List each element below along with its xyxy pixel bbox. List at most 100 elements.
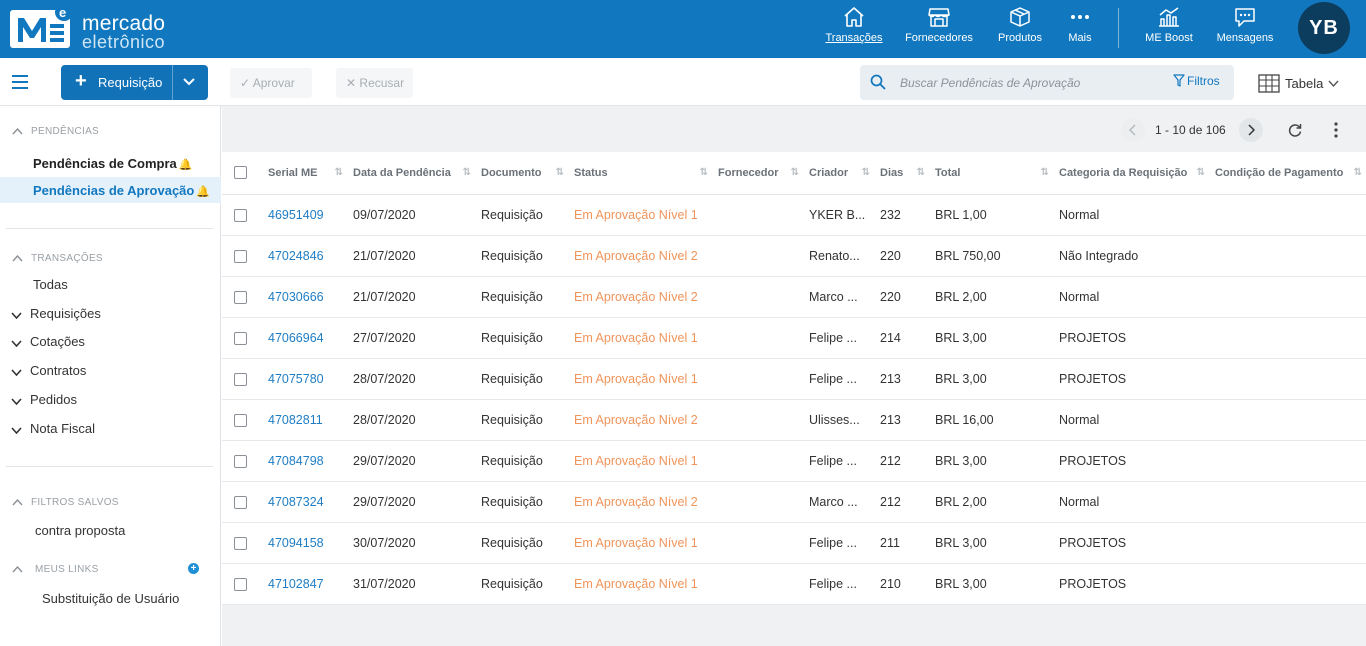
sidebar-section-filtros-salvos[interactable]: FILTROS SALVOS — [12, 497, 119, 508]
row-checkbox[interactable] — [234, 454, 247, 468]
col-dias[interactable]: Dias ⇅ — [874, 152, 929, 195]
mercado-eletronico-logo[interactable]: e mercado eletrônico — [10, 4, 180, 52]
add-link-icon[interactable]: + — [188, 563, 199, 574]
prev-page-button[interactable] — [1121, 118, 1145, 142]
new-requisicao-button[interactable]: + Requisição — [61, 65, 208, 100]
col-documento[interactable]: Documento ⇅ — [475, 152, 568, 195]
section-title: PENDÊNCIAS — [31, 126, 100, 137]
row-select-cell — [222, 358, 262, 400]
row-select-cell — [222, 481, 262, 523]
serial-me-link[interactable]: 47087324 — [262, 481, 347, 523]
sort-icon: ⇅ — [1040, 167, 1049, 178]
menu-hamburger-icon[interactable] — [12, 75, 28, 89]
nav-transacoes[interactable]: Transações — [822, 0, 886, 58]
row-checkbox[interactable] — [234, 372, 247, 386]
sidebar-item-pendencias-aprovacao[interactable]: Pendências de Aprovação 🔔 — [33, 183, 210, 198]
row-checkbox[interactable] — [234, 331, 247, 345]
table-row[interactable]: 47024846 21/07/2020 Requisição Em Aprovação… — [222, 235, 1366, 277]
box-icon — [1010, 7, 1030, 27]
sidebar-item-nota-fiscal[interactable]: Nota Fiscal — [11, 421, 95, 436]
nav-label: Transações — [825, 32, 883, 44]
serial-me-link[interactable]: 47082811 — [262, 399, 347, 441]
row-checkbox[interactable] — [234, 495, 247, 509]
payment-condition — [1209, 276, 1366, 318]
supplier-name — [712, 399, 803, 441]
serial-me-link[interactable]: 47066964 — [262, 317, 347, 359]
creator-name: Felipe ... — [803, 440, 874, 482]
document-type: Requisição — [475, 522, 568, 564]
serial-me-link[interactable]: 47094158 — [262, 522, 347, 564]
sidebar-item-pedidos[interactable]: Pedidos — [11, 392, 77, 407]
select-all-checkbox[interactable] — [234, 166, 247, 180]
row-checkbox[interactable] — [234, 536, 247, 550]
total-value: BRL 1,00 — [929, 194, 1053, 236]
button-divider — [172, 65, 173, 100]
days-count: 211 — [874, 522, 929, 564]
my-link-item[interactable]: Substituição de Usuário — [42, 591, 180, 606]
sidebar-item-requisicoes[interactable]: Requisições — [11, 306, 101, 321]
nav-mais[interactable]: Mais — [1060, 0, 1100, 58]
chevron-down-icon[interactable] — [182, 75, 196, 89]
table-row[interactable]: 47094158 30/07/2020 Requisição Em Aprovação… — [222, 522, 1366, 564]
nav-produtos[interactable]: Produtos — [990, 0, 1050, 58]
sidebar-section-meus-links[interactable]: MEUS LINKS — [12, 564, 99, 575]
sidebar-item-todas[interactable]: Todas — [33, 277, 68, 292]
saved-filter-item[interactable]: contra proposta — [35, 523, 126, 538]
serial-me-link[interactable]: 47075780 — [262, 358, 347, 400]
table-header-row: Serial ME ⇅ Data da Pendência ⇅ Documento ⇅… — [222, 152, 1366, 195]
serial-me-link[interactable]: 47102847 — [262, 563, 347, 605]
supplier-name — [712, 440, 803, 482]
pending-date: 21/07/2020 — [347, 276, 475, 318]
row-checkbox[interactable] — [234, 577, 247, 591]
refresh-icon[interactable] — [1287, 122, 1303, 138]
table-row[interactable]: 47084798 29/07/2020 Requisição Em Aprovação… — [222, 440, 1366, 482]
serial-me-link[interactable]: 47084798 — [262, 440, 347, 482]
nav-me-boost[interactable]: ME Boost — [1138, 0, 1200, 58]
column-title: Criador — [809, 166, 849, 179]
col-serial-me[interactable]: Serial ME ⇅ — [262, 152, 347, 195]
document-type: Requisição — [475, 399, 568, 441]
col-fornecedor[interactable]: Fornecedor ⇅ — [712, 152, 803, 195]
table-row[interactable]: 47087324 29/07/2020 Requisição Em Aprovação… — [222, 481, 1366, 523]
approve-button[interactable]: ✓ Aprovar — [230, 68, 312, 98]
search-input[interactable] — [900, 73, 1160, 93]
row-checkbox[interactable] — [234, 413, 247, 427]
table-row[interactable]: 47030666 21/07/2020 Requisição Em Aprovação… — [222, 276, 1366, 318]
filters-button[interactable]: Filtros — [1173, 74, 1220, 88]
col-condicao-pagamento[interactable]: Condição de Pagamento ⇅ — [1209, 152, 1366, 195]
serial-me-link[interactable]: 47030666 — [262, 276, 347, 318]
requisition-category: Normal — [1053, 194, 1209, 236]
row-checkbox[interactable] — [234, 249, 247, 263]
table-row[interactable]: 47075780 28/07/2020 Requisição Em Aprovação… — [222, 358, 1366, 400]
search-icon[interactable] — [870, 74, 886, 90]
col-criador[interactable]: Criador ⇅ — [803, 152, 874, 195]
sidebar-item-cotacoes[interactable]: Cotações — [11, 334, 85, 349]
table-row[interactable]: 46951409 09/07/2020 Requisição Em Aprovação… — [222, 194, 1366, 236]
days-count: 213 — [874, 399, 929, 441]
sidebar-section-transacoes[interactable]: TRANSAÇÕES — [12, 253, 103, 264]
kebab-menu-icon[interactable] — [1333, 122, 1339, 138]
col-categoria[interactable]: Categoria da Requisição ⇅ — [1053, 152, 1209, 195]
pending-date: 29/07/2020 — [347, 440, 475, 482]
row-checkbox[interactable] — [234, 208, 247, 222]
row-checkbox[interactable] — [234, 290, 247, 304]
nav-fornecedores[interactable]: Fornecedores — [902, 0, 976, 58]
col-total[interactable]: Total ⇅ — [929, 152, 1053, 195]
col-status[interactable]: Status ⇅ — [568, 152, 712, 195]
table-row[interactable]: 47082811 28/07/2020 Requisição Em Aprovação… — [222, 399, 1366, 441]
sidebar-item-pendencias-compra[interactable]: Pendências de Compra 🔔 — [33, 156, 192, 171]
table-row[interactable]: 47102847 31/07/2020 Requisição Em Aprovação… — [222, 563, 1366, 605]
chevron-right-icon — [1248, 124, 1255, 136]
serial-me-link[interactable]: 46951409 — [262, 194, 347, 236]
sort-icon: ⇅ — [334, 167, 343, 178]
serial-me-link[interactable]: 47024846 — [262, 235, 347, 277]
store-icon — [928, 8, 950, 27]
next-page-button[interactable] — [1239, 118, 1263, 142]
sidebar-item-contratos[interactable]: Contratos — [11, 363, 86, 378]
col-data-pendencia[interactable]: Data da Pendência ⇅ — [347, 152, 475, 195]
nav-mensagens[interactable]: Mensagens — [1212, 0, 1278, 58]
table-row[interactable]: 47066964 27/07/2020 Requisição Em Aprovação… — [222, 317, 1366, 359]
sidebar-section-pendencias[interactable]: PENDÊNCIAS — [12, 126, 99, 137]
reject-button[interactable]: ✕ Recusar — [336, 68, 413, 98]
user-avatar[interactable]: YB — [1298, 2, 1350, 54]
